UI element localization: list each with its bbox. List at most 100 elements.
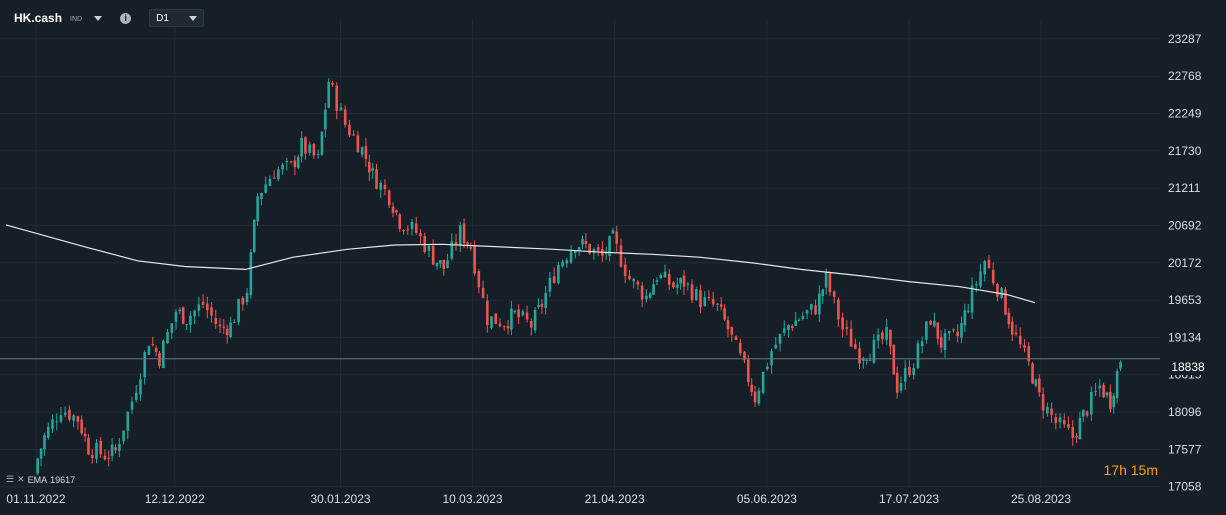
candle-body bbox=[703, 297, 707, 306]
candle-body bbox=[908, 366, 911, 376]
candle-body bbox=[865, 359, 869, 361]
candle-body bbox=[1085, 411, 1089, 416]
candle-body bbox=[970, 285, 974, 313]
candle-body bbox=[979, 271, 982, 287]
candle-body bbox=[1054, 417, 1058, 423]
candle-body bbox=[573, 250, 577, 254]
candle-body bbox=[552, 276, 556, 283]
candle-body bbox=[854, 344, 857, 349]
candle-body bbox=[1018, 335, 1022, 345]
candle-body bbox=[903, 368, 907, 382]
candle-body bbox=[933, 320, 936, 327]
candle-body bbox=[1094, 390, 1097, 392]
candle-body bbox=[473, 245, 476, 274]
candle-body bbox=[229, 322, 232, 338]
candle-body bbox=[885, 327, 888, 340]
timeframe-label: D1 bbox=[156, 12, 169, 24]
candle-body bbox=[264, 184, 267, 193]
candle-body bbox=[327, 82, 331, 108]
y-tick-label: 22249 bbox=[1168, 107, 1202, 121]
candle-body bbox=[608, 236, 611, 256]
candle-body bbox=[95, 442, 98, 459]
candle-body bbox=[59, 415, 63, 422]
y-tick-label: 19653 bbox=[1168, 293, 1202, 307]
y-tick-label: 21730 bbox=[1168, 144, 1202, 158]
candle-body bbox=[312, 143, 316, 156]
candle-body bbox=[1081, 409, 1085, 417]
candle-body bbox=[296, 157, 300, 168]
candle-body bbox=[391, 206, 395, 213]
candle-body bbox=[801, 316, 805, 319]
x-tick-label: 30.01.2023 bbox=[311, 492, 371, 506]
candle-body bbox=[1041, 394, 1045, 411]
candle-body bbox=[537, 304, 540, 308]
symbol-dropdown-icon[interactable] bbox=[94, 15, 103, 21]
candle-body bbox=[285, 161, 289, 163]
candle-body bbox=[414, 223, 418, 233]
candle-body bbox=[912, 368, 915, 375]
close-icon[interactable]: ✕ bbox=[17, 474, 25, 484]
candle-body bbox=[435, 262, 439, 266]
x-tick-label: 25.08.2023 bbox=[1011, 492, 1071, 506]
candle-body bbox=[655, 280, 659, 282]
timer-hours: 17 bbox=[1103, 462, 1120, 478]
candle-body bbox=[581, 238, 584, 245]
candle-body bbox=[952, 329, 955, 331]
candle-body bbox=[719, 304, 723, 307]
y-tick-label: 20692 bbox=[1168, 218, 1202, 232]
candle-body bbox=[1071, 426, 1075, 438]
candle-body bbox=[1010, 321, 1014, 335]
candle-body bbox=[588, 244, 591, 254]
candle-body bbox=[90, 454, 94, 458]
candle-body bbox=[584, 240, 588, 244]
chevron-down-icon bbox=[188, 15, 197, 21]
candle-body bbox=[122, 430, 125, 442]
candle-body bbox=[569, 251, 573, 263]
candle-body bbox=[185, 324, 188, 326]
candle-body bbox=[548, 277, 552, 292]
candle-body bbox=[39, 448, 43, 459]
candle-body bbox=[623, 264, 627, 276]
candle-body bbox=[711, 299, 715, 305]
candle-body bbox=[339, 107, 343, 111]
candle-body bbox=[114, 447, 117, 451]
candle-body bbox=[841, 317, 844, 330]
x-axis: 01.11.2022 12.12.2022 30.01.2023 10.03.2023… bbox=[6, 492, 1071, 506]
candle-body bbox=[72, 415, 75, 421]
timer-minutes-unit: m bbox=[1146, 462, 1158, 478]
candle-body bbox=[916, 343, 920, 369]
y-tick-label: 18096 bbox=[1168, 405, 1202, 419]
candle-body bbox=[810, 304, 813, 310]
timeframe-select[interactable]: D1 bbox=[149, 9, 204, 27]
candle-body bbox=[1058, 417, 1062, 423]
candle-body bbox=[356, 135, 360, 153]
candle-body bbox=[652, 284, 655, 295]
candle-body bbox=[1105, 392, 1109, 396]
candle-body bbox=[197, 304, 201, 311]
candle-body bbox=[130, 401, 134, 410]
candle-body bbox=[454, 241, 458, 245]
candle-body bbox=[406, 229, 410, 231]
candle-body bbox=[55, 421, 59, 423]
candle-body bbox=[343, 109, 347, 125]
info-icon[interactable]: i bbox=[120, 12, 132, 24]
candle-body bbox=[1027, 346, 1031, 362]
candle-body bbox=[604, 253, 608, 255]
candle-body bbox=[502, 326, 506, 328]
candle-body bbox=[794, 320, 797, 326]
candle-body bbox=[387, 190, 391, 206]
symbol-name[interactable]: HK.cash bbox=[14, 11, 63, 25]
x-tick-label: 17.07.2023 bbox=[879, 492, 939, 506]
candle-body bbox=[1014, 332, 1018, 335]
settings-icon[interactable]: ☰ bbox=[6, 474, 15, 484]
candle-body bbox=[1109, 391, 1112, 410]
candle-body bbox=[743, 351, 746, 361]
candle-body bbox=[331, 82, 334, 85]
candle-body bbox=[1023, 345, 1026, 348]
candle-body bbox=[615, 231, 619, 244]
candle-body bbox=[260, 192, 263, 200]
candle-body bbox=[178, 309, 182, 312]
candle-body bbox=[419, 233, 422, 237]
candle-body bbox=[619, 245, 623, 267]
